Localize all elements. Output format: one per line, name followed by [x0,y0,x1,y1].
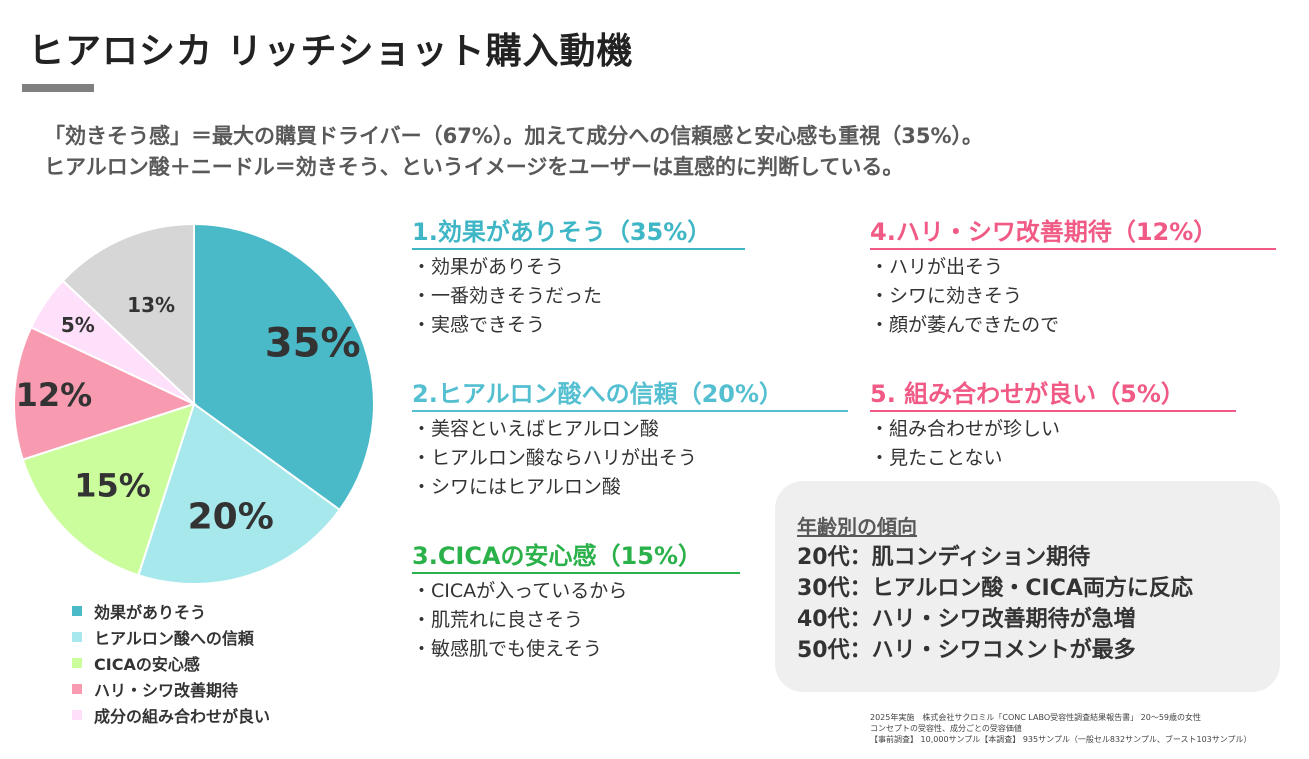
title-underline [22,84,94,92]
section-effect: 1.効果がありそう（35%） 効果がありそう 一番効きそうだった 実感できそう [412,212,745,340]
section-item: 実感できそう [412,311,745,340]
age-trend-heading: 年齢別の傾向 [797,515,917,539]
legend-item: 効果がありそう [72,598,270,624]
section-item: 組み合わせが珍しい [870,415,1236,444]
section-items: ハリが出そう シワに効きそう 顔が萎んできたので [870,253,1276,340]
legend-label: 成分の組み合わせが良い [94,707,271,726]
section-item: ヒアルロン酸ならハリが出そう [412,444,848,473]
section-heading: 4.ハリ・シワ改善期待（12%） [870,212,1276,250]
pie-slice-1 [137,402,342,585]
pie-slice-3 [13,326,197,461]
section-item: 顔が萎んできたので [870,311,1276,340]
legend-item: CICAの安心感 [72,650,270,676]
page-title: ヒアロシカ リッチショット購入動機 [28,31,634,72]
legend-swatch-3 [72,684,82,694]
pie-label-5: 13% [127,293,175,317]
pie-slice-0 [193,222,375,512]
age-trend-row: 40代：ハリ・シワ改善期待が急増 [797,607,1136,632]
section-item: 敏感肌でも使えそう [412,635,740,664]
legend-swatch-1 [72,632,82,642]
pie-label-2: 15% [74,466,151,504]
section-item: 見たことない [870,444,1236,473]
section-items: 美容といえばヒアルロン酸 ヒアルロン酸ならハリが出そう シワにはヒアルロン酸 [412,415,848,502]
legend-label: 効果がありそう [94,603,207,622]
age-trend-row: 50代：ハリ・シワコメントが最多 [797,638,1136,663]
section-heading: 5. 組み合わせが良い（5%） [870,374,1236,412]
legend-swatch-2 [72,658,82,668]
pie-label-4: 5% [61,313,95,337]
legend-swatch-4 [72,710,82,720]
legend-item: ヒアルロン酸への信頼 [72,624,270,650]
legend-label: ハリ・シワ改善期待 [94,681,239,700]
legend-swatch-0 [72,606,82,616]
section-combination: 5. 組み合わせが良い（5%） 組み合わせが珍しい 見たことない [870,374,1236,473]
section-items: CICAが入っているから 肌荒れに良さそう 敏感肌でも使えそう [412,577,740,664]
section-cica: 3.CICAの安心感（15%） CICAが入っているから 肌荒れに良さそう 敏感… [412,536,740,664]
section-hyaluronic: 2.ヒアルロン酸への信頼（20%） 美容といえばヒアルロン酸 ヒアルロン酸ならハ… [412,374,848,502]
section-heading: 3.CICAの安心感（15%） [412,536,740,574]
source-footnote: 2025年実施 株式会社サクロミル「CONC LABO受容性調査結果報告書」 2… [870,712,1252,745]
pie-slice-5 [61,222,195,407]
chart-legend: 効果がありそう ヒアルロン酸への信頼 CICAの安心感 ハリ・シワ改善期待 成分… [72,598,270,728]
section-item: シワに効きそう [870,282,1276,311]
legend-label: ヒアルロン酸への信頼 [94,629,254,648]
section-item: 肌荒れに良さそう [412,606,740,635]
section-items: 組み合わせが珍しい 見たことない [870,415,1236,473]
section-item: シワにはヒアルロン酸 [412,473,848,502]
section-item: ハリが出そう [870,253,1276,282]
section-items: 効果がありそう 一番効きそうだった 実感できそう [412,253,745,340]
legend-label: CICAの安心感 [94,655,200,674]
age-trend-box: 年齢別の傾向 20代：肌コンディション期待 30代：ヒアルロン酸・CICA両方に… [775,481,1280,692]
age-trend-row: 20代：肌コンディション期待 [797,545,1091,570]
pie-label-1: 20% [188,496,274,537]
pie-slice-2 [21,402,196,577]
footnote-line: 2025年実施 株式会社サクロミル「CONC LABO受容性調査結果報告書」 2… [870,713,1202,722]
legend-item: 成分の組み合わせが良い [72,702,270,728]
section-heading: 2.ヒアルロン酸への信頼（20%） [412,374,848,412]
section-item: 美容といえばヒアルロン酸 [412,415,848,444]
footnote-line: コンセプトの受容性、成分ごとの受容価値 [870,724,1022,733]
section-item: CICAが入っているから [412,577,740,606]
pie-chart: 35% 20% 15% 12% 5% 13% [13,222,375,585]
subtitle-line-2: ヒアルロン酸＋ニードル＝効きそう、というイメージをユーザーは直感的に判断している… [44,155,904,179]
pie-label-0: 35% [265,321,361,367]
legend-item: ハリ・シワ改善期待 [72,676,270,702]
age-trend-row: 30代：ヒアルロン酸・CICA両方に反応 [797,576,1193,601]
subtitle-line-1: 「効きそう感」＝最大の購買ドライバー（67%）。加えて成分への信頼感と安心感も重… [44,124,984,148]
pie-label-3: 12% [16,376,93,414]
section-firmness: 4.ハリ・シワ改善期待（12%） ハリが出そう シワに効きそう 顔が萎んできたの… [870,212,1276,340]
section-item: 一番効きそうだった [412,282,745,311]
footnote-line: 【事前調査】 10,000サンプル【本調査】 935サンプル（一般セル832サン… [870,735,1252,744]
section-heading: 1.効果がありそう（35%） [412,212,745,250]
section-item: 効果がありそう [412,253,745,282]
